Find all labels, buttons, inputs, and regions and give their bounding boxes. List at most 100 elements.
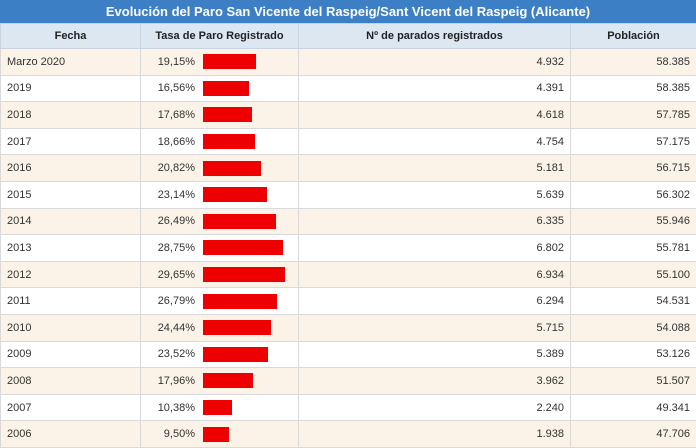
tasa-value: 23,52%	[141, 348, 203, 360]
tasa-value: 26,79%	[141, 295, 203, 307]
tasa-value: 17,68%	[141, 109, 203, 121]
tasa-bar	[203, 161, 261, 176]
cell-tasa: 19,15%	[141, 49, 299, 76]
cell-parados: 5.181	[299, 155, 571, 182]
header-row: Fecha Tasa de Paro Registrado Nº de para…	[1, 24, 696, 49]
tasa-bar	[203, 240, 283, 255]
tasa-bar-track	[203, 134, 298, 149]
cell-tasa: 24,44%	[141, 314, 299, 341]
cell-parados: 6.802	[299, 235, 571, 262]
cell-fecha: 2006	[1, 421, 141, 448]
cell-fecha: 2014	[1, 208, 141, 235]
tasa-value: 18,66%	[141, 136, 203, 148]
unemployment-table: Fecha Tasa de Paro Registrado Nº de para…	[0, 23, 696, 448]
tasa-bar	[203, 347, 268, 362]
cell-tasa: 20,82%	[141, 155, 299, 182]
tasa-value: 24,44%	[141, 322, 203, 334]
cell-fecha: 2010	[1, 314, 141, 341]
tasa-bar	[203, 373, 253, 388]
cell-poblacion: 47.706	[571, 421, 696, 448]
cell-fecha: 2019	[1, 75, 141, 102]
tasa-bar-track	[203, 400, 298, 415]
tasa-value: 19,15%	[141, 56, 203, 68]
cell-parados: 4.932	[299, 49, 571, 76]
tasa-bar-track	[203, 214, 298, 229]
cell-tasa: 29,65%	[141, 261, 299, 288]
tasa-bar-track	[203, 427, 298, 442]
column-header-fecha: Fecha	[1, 24, 141, 49]
cell-tasa: 23,14%	[141, 181, 299, 208]
tasa-value: 20,82%	[141, 162, 203, 174]
tasa-bar-track	[203, 54, 298, 69]
cell-tasa: 23,52%	[141, 341, 299, 368]
cell-fecha: 2009	[1, 341, 141, 368]
cell-poblacion: 51.507	[571, 368, 696, 395]
cell-poblacion: 49.341	[571, 394, 696, 421]
cell-fecha: 2015	[1, 181, 141, 208]
cell-tasa: 17,68%	[141, 102, 299, 129]
tasa-value: 10,38%	[141, 402, 203, 414]
cell-poblacion: 54.088	[571, 314, 696, 341]
cell-parados: 6.934	[299, 261, 571, 288]
cell-parados: 5.639	[299, 181, 571, 208]
cell-parados: 1.938	[299, 421, 571, 448]
tasa-value: 9,50%	[141, 428, 203, 440]
cell-poblacion: 55.946	[571, 208, 696, 235]
tasa-value: 26,49%	[141, 215, 203, 227]
tasa-bar-track	[203, 373, 298, 388]
cell-poblacion: 58.385	[571, 75, 696, 102]
tasa-bar	[203, 54, 256, 69]
cell-poblacion: 55.781	[571, 235, 696, 262]
cell-tasa: 9,50%	[141, 421, 299, 448]
tasa-bar-track	[203, 347, 298, 362]
tasa-bar	[203, 81, 249, 96]
cell-poblacion: 58.385	[571, 49, 696, 76]
tasa-bar	[203, 214, 276, 229]
cell-tasa: 16,56%	[141, 75, 299, 102]
tasa-bar	[203, 400, 232, 415]
table-title: Evolución del Paro San Vicente del Raspe…	[0, 0, 696, 23]
column-header-poblacion: Población	[571, 24, 696, 49]
tasa-bar	[203, 107, 252, 122]
tasa-bar	[203, 134, 255, 149]
cell-tasa: 18,66%	[141, 128, 299, 155]
cell-poblacion: 57.175	[571, 128, 696, 155]
cell-fecha: 2011	[1, 288, 141, 315]
cell-fecha: 2018	[1, 102, 141, 129]
tasa-bar-track	[203, 267, 298, 282]
tasa-bar	[203, 427, 229, 442]
cell-parados: 6.335	[299, 208, 571, 235]
tasa-bar	[203, 294, 277, 309]
cell-tasa: 26,49%	[141, 208, 299, 235]
cell-parados: 5.715	[299, 314, 571, 341]
cell-poblacion: 56.302	[571, 181, 696, 208]
tasa-bar-track	[203, 81, 298, 96]
cell-parados: 3.962	[299, 368, 571, 395]
cell-tasa: 17,96%	[141, 368, 299, 395]
cell-fecha: 2013	[1, 235, 141, 262]
cell-poblacion: 54.531	[571, 288, 696, 315]
tasa-bar-track	[203, 187, 298, 202]
cell-parados: 4.754	[299, 128, 571, 155]
tasa-bar-track	[203, 294, 298, 309]
column-header-tasa: Tasa de Paro Registrado	[141, 24, 299, 49]
cell-fecha: 2012	[1, 261, 141, 288]
cell-fecha: 2007	[1, 394, 141, 421]
cell-parados: 4.618	[299, 102, 571, 129]
tasa-value: 29,65%	[141, 269, 203, 281]
tasa-bar-track	[203, 161, 298, 176]
